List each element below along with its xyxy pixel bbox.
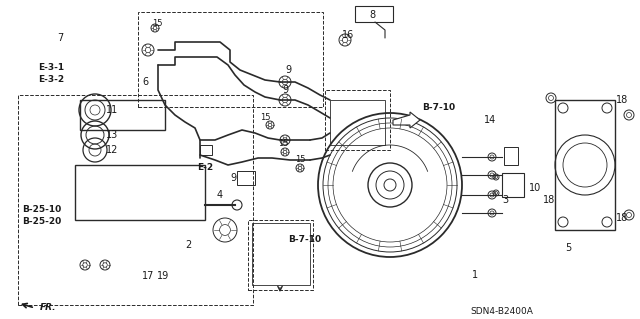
Bar [80,100,165,130]
Bar [138,12,323,107]
Bar [504,147,518,165]
Text: E-2: E-2 [197,164,213,173]
Text: 9: 9 [230,173,236,183]
Text: 15: 15 [260,113,270,122]
Text: 5: 5 [565,243,571,253]
Text: E-3-1: E-3-1 [38,63,64,72]
Text: 1: 1 [472,270,478,280]
Bar [248,220,313,290]
Text: 9: 9 [282,85,288,95]
Text: FR.: FR. [40,302,56,311]
Text: 18: 18 [616,95,628,105]
Text: 14: 14 [484,115,496,125]
Text: 15: 15 [295,155,305,165]
Text: 3: 3 [502,195,508,205]
Bar [252,223,310,285]
Text: 4: 4 [217,190,223,200]
Text: E-3-2: E-3-2 [38,76,64,85]
Bar [237,171,255,185]
Bar [75,165,205,220]
Text: 19: 19 [157,271,169,281]
Text: B-25-20: B-25-20 [22,218,61,226]
Text: SDN4-B2400A: SDN4-B2400A [470,308,533,316]
Text: 11: 11 [106,105,118,115]
Text: 6: 6 [142,77,148,87]
Text: 17: 17 [142,271,154,281]
Text: 18: 18 [543,195,555,205]
Text: B-7-10: B-7-10 [288,235,321,244]
Text: 15: 15 [152,19,163,28]
Bar [325,90,390,150]
Bar [330,100,385,145]
Text: 15: 15 [278,138,288,147]
Text: B-7-10: B-7-10 [422,103,455,113]
Text: 10: 10 [529,183,541,193]
Bar [555,100,615,230]
Text: 13: 13 [106,130,118,140]
Text: 16: 16 [342,30,354,40]
Text: 8: 8 [369,10,375,20]
Text: B-25-10: B-25-10 [22,205,61,214]
Text: 9: 9 [285,65,291,75]
Text: 7: 7 [57,33,63,43]
Bar [355,6,393,22]
Text: 12: 12 [106,145,118,155]
Polygon shape [393,112,420,128]
Text: 2: 2 [185,240,191,250]
Bar [200,145,212,155]
Bar [18,95,253,305]
Bar [502,173,524,197]
Text: 18: 18 [616,213,628,223]
